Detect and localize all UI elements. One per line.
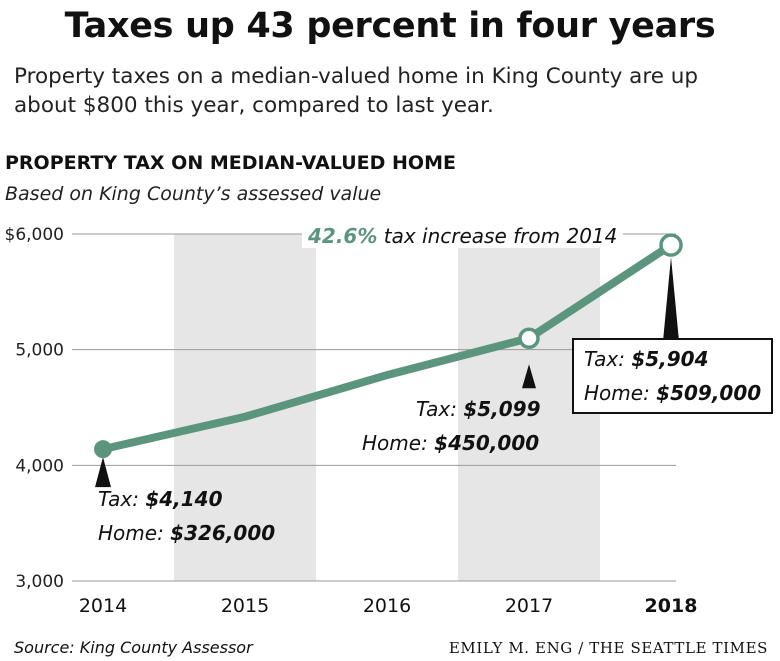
increase-text: tax increase from 2014: [377, 224, 618, 248]
callout-2014: Tax: $4,140 Home: $326,000: [98, 482, 275, 550]
chart-title: PROPERTY TAX ON MEDIAN-VALUED HOME: [5, 152, 456, 174]
source-note: Source: King County Assessor: [14, 638, 253, 657]
pointer-2017: [522, 364, 536, 389]
series-line: [99, 241, 675, 454]
callout-tax: Tax: $5,099: [362, 392, 541, 426]
callout-tax-label: Tax:: [584, 347, 632, 371]
data-point-2014: [94, 440, 112, 459]
callout-2018: Tax: $5,904 Home: $509,000: [572, 338, 774, 414]
pointer-2014: [95, 457, 111, 488]
credit-line: EMILY M. ENG / THE SEATTLE TIMES: [448, 639, 768, 657]
callout-tax: Tax: $4,140: [98, 482, 275, 516]
y-tick-label: 3,000: [15, 572, 64, 592]
increase-annotation: 42.6% tax increase from 2014: [302, 224, 624, 248]
increase-percent: 42.6%: [308, 224, 378, 248]
callout-home-value: $450,000: [434, 431, 540, 455]
callout-home: Home: $509,000: [584, 376, 761, 410]
callout-home-label: Home:: [584, 381, 657, 405]
x-tick-label: 2014: [79, 595, 127, 617]
callout-home-label: Home:: [362, 431, 435, 455]
x-tick-label: 2015: [221, 595, 269, 617]
callout-tax-value: $5,904: [631, 347, 709, 371]
x-tick-label: 2016: [363, 595, 411, 617]
chart-subtitle: Based on King County’s assessed value: [5, 183, 382, 205]
shaded-band-2015: [174, 234, 316, 581]
y-tick-label: $6,000: [5, 225, 64, 245]
callout-2017: Tax: $5,099 Home: $450,000: [362, 392, 541, 460]
x-tick-label: 2018: [645, 595, 698, 617]
callout-tax-label: Tax:: [98, 487, 146, 511]
callout-home-value: $326,000: [170, 521, 276, 545]
callout-home: Home: $326,000: [98, 516, 275, 550]
x-tick-label: 2017: [505, 595, 553, 617]
y-tick-label: 5,000: [15, 341, 64, 361]
callout-tax-value: $5,099: [463, 397, 541, 421]
callout-tax: Tax: $5,904: [584, 342, 761, 376]
data-point-2018: [659, 233, 683, 257]
data-point-2017: [518, 327, 540, 349]
y-tick-label: 4,000: [15, 456, 64, 476]
callout-home: Home: $450,000: [362, 426, 541, 460]
callout-home-value: $509,000: [656, 381, 762, 405]
callout-home-label: Home:: [98, 521, 171, 545]
dek-text: Property taxes on a median-valued home i…: [14, 64, 699, 118]
callout-tax-value: $4,140: [145, 487, 223, 511]
callout-tax-label: Tax:: [416, 397, 464, 421]
pointer-2018: [663, 257, 679, 342]
headline: Taxes up 43 percent in four years: [64, 6, 716, 46]
